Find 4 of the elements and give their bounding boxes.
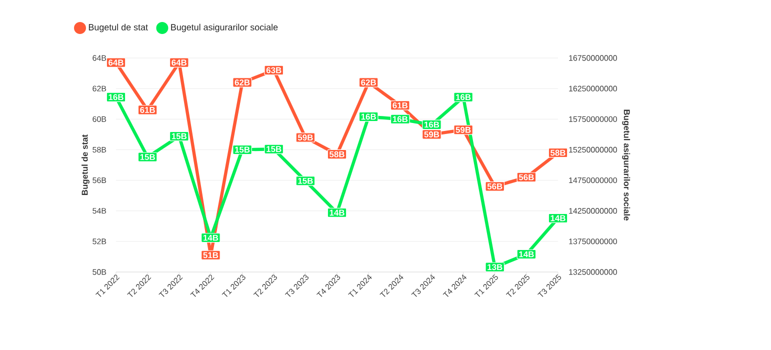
- y-axis-title: Bugetul de stat: [82, 134, 90, 196]
- y2-axis-title: Bugetul asigurarilor sociale: [622, 110, 630, 220]
- legend-label: Bugetul asigurarilor sociale: [171, 24, 278, 32]
- legend-label: Bugetul de stat: [88, 24, 148, 32]
